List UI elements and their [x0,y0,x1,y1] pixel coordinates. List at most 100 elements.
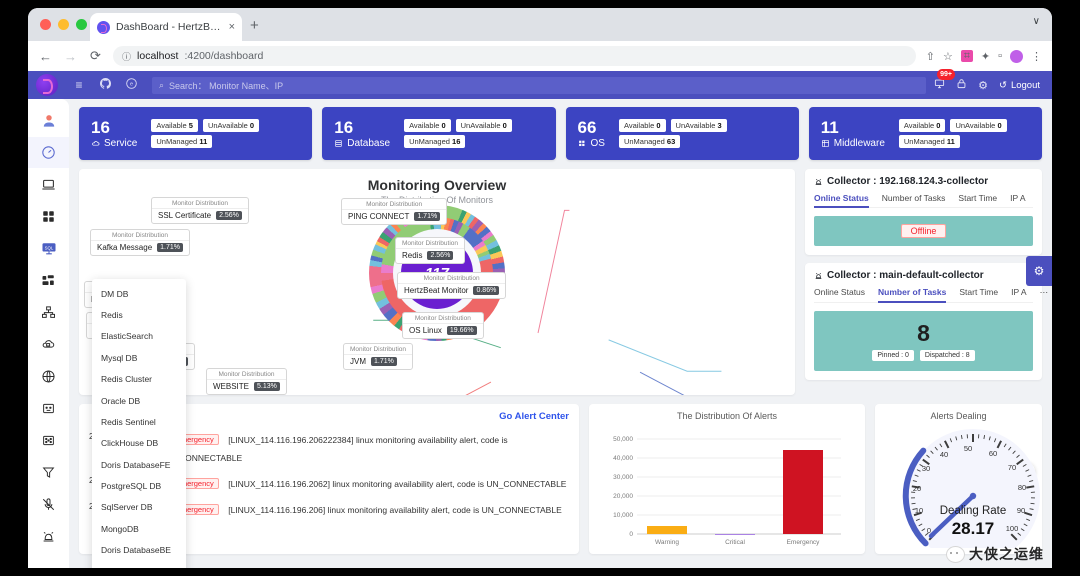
alerts-dealing-gauge[interactable]: Alerts Dealing ✦ 0 [875,404,1042,554]
close-icon[interactable]: × [228,21,235,33]
sidebar-item-monitor[interactable] [28,169,69,200]
go-alert-center-link[interactable]: Go Alert Center [499,411,569,422]
sidebar-item-silence[interactable] [28,489,69,520]
stat-card-database[interactable]: 16 Database Available 0 UnAvailable 0 Un… [322,107,556,160]
donut-label-jvm[interactable]: Monitor Distribution JVM 1.71% [343,343,413,370]
lock-icon[interactable] [956,78,967,92]
tab-start-time[interactable]: Start Time [959,287,999,297]
tab-online-status[interactable]: Online Status [814,193,869,208]
label-name: PING CONNECT [348,212,410,221]
tab-number-of-tasks[interactable]: Number of Tasks [881,193,946,203]
docs-icon[interactable]: e [118,78,144,92]
sidebar-item-os[interactable] [28,265,69,296]
alert-text: [LINUX_114.116.196.206] linux monitoring… [228,505,562,515]
alert-body: ♢ Emergency [LINUX_114.116.196.206222384… [162,430,571,466]
gauge-tick-70: 70 [1008,463,1016,472]
monitor-distribution-chart[interactable]: Monitoring Overview The Distribution Of … [79,169,795,395]
dropdown-item[interactable]: Mysql DB [101,352,138,363]
dropdown-item[interactable]: Redis [101,310,123,321]
sidebar-item-service[interactable] [28,201,69,232]
notification-bell-icon[interactable]: 99+ [934,69,955,92]
donut-label-website[interactable]: Monitor Distribution WEBSITE 5.13% [206,368,287,395]
maximize-window-button[interactable] [76,19,87,30]
sidebar-item-user[interactable] [28,105,69,136]
logout-button[interactable]: ↺ Logout [999,80,1040,91]
back-icon[interactable]: ← [39,48,52,64]
donut-label-kafka[interactable]: Monitor Distribution Kafka Message 1.71% [90,229,190,256]
settings-drawer-button[interactable]: ⚙ [1026,256,1052,286]
dropdown-item[interactable]: Doris DatabaseFE [101,459,171,470]
tab-number-of-tasks[interactable]: Number of Tasks [878,287,947,303]
dropdown-item[interactable]: Redis Cluster [101,374,153,385]
forward-icon[interactable]: → [64,48,77,64]
label-name: JVM [350,357,366,366]
close-window-button[interactable] [40,19,51,30]
stat-card-service[interactable]: 16 Service Available 5 UnAvailable 0 UnM… [79,107,313,160]
address-bar[interactable]: ⓘ localhost:4200/dashboard [113,46,916,66]
chevron-down-icon[interactable]: ∨ [1032,16,1040,27]
info-icon[interactable]: ⓘ [122,51,132,62]
tab-online-status[interactable]: Online Status [814,287,866,297]
browser-extensions: ⇧ ☆ ⌗ ✦ ▫ ⋮ [925,49,1042,63]
tab-ip-address[interactable]: IP A [1010,193,1026,203]
browser-tab[interactable]: DashBoard - HertzBeat × [90,13,242,41]
pill-available: Available 0 [404,119,451,132]
browser-menu-icon[interactable]: ⋮ [1031,50,1042,63]
sidebar-item-database[interactable]: SQL [28,233,69,264]
dropdown-item[interactable]: Redis Sentinel [101,416,156,427]
collector-card-1[interactable]: Collector : 192.168.124.3-collector Onli… [805,169,1042,255]
sidebar-item-alert-filter[interactable] [28,457,69,488]
dropdown-item[interactable]: OpenGauss DB [92,561,186,568]
profile-avatar[interactable] [1010,49,1023,63]
donut-label-oslinux[interactable]: Monitor Distribution OS Linux 19.66% [402,312,484,339]
donut-label-ssl[interactable]: Monitor Distribution SSL Certificate 2.56… [151,197,249,224]
window-traffic-lights[interactable] [40,19,87,30]
alert-distribution-chart[interactable]: The Distribution Of Alerts 50,000 40,000… [589,404,865,554]
screenshot-extension-icon[interactable]: ⌗ [960,50,973,62]
gauge-metric-label: Dealing Rate [940,505,1006,517]
sidebar-item-custom[interactable] [28,393,69,424]
donut-label-redis[interactable]: Monitor Distribution Redis 2.56% [395,237,465,264]
sidebar-item-middleware[interactable] [28,297,69,328]
menu-collapse-icon[interactable]: ≡ [75,78,83,92]
reload-icon[interactable]: ⟳ [90,48,101,63]
gauge-tick-10: 10 [915,506,923,515]
github-icon[interactable] [92,78,118,92]
collector-icon [815,178,822,185]
stat-card-middleware[interactable]: 11 Middleware Available 0 UnAvailable 0 … [808,107,1042,160]
dropdown-item[interactable]: ClickHouse DB [101,438,159,449]
collector-card-2[interactable]: Collector : main-default-collector Onlin… [805,263,1048,380]
database-type-dropdown[interactable]: DM DB Redis ElasticSearch Mysql DB Redis… [92,279,186,568]
new-tab-button[interactable]: + [250,17,259,34]
tabs-overflow-icon[interactable]: ⋯ [1039,287,1049,297]
share-icon[interactable]: ⇧ [925,50,935,63]
svg-text:SQL: SQL [44,245,53,250]
donut-label-ping[interactable]: Monitor Distribution PING CONNECT 1.71% [341,198,448,225]
puzzle-extensions-icon[interactable]: ✦ [980,50,991,63]
tab-ip-address[interactable]: IP A [1011,287,1027,297]
dropdown-item[interactable]: Oracle DB [101,395,141,406]
dropdown-item[interactable]: PostgreSQL DB [101,481,162,492]
donut-label-hertzbeat[interactable]: Monitor Distribution HertzBeat Monitor 0.… [397,272,507,299]
minimize-window-button[interactable] [58,19,69,30]
bookmark-star-icon[interactable]: ☆ [943,50,953,63]
bar-emergency [783,450,823,534]
dropdown-item[interactable]: SqlServer DB [101,502,153,513]
search-input[interactable]: ⌕ Search： Monitor Name、IP [152,76,927,94]
chart-title: The Distribution Of Alerts [676,411,778,421]
sidebar-item-bigdata[interactable] [28,425,69,456]
dropdown-item[interactable]: Doris DatabaseBE [101,545,171,556]
side-panel-icon[interactable]: ▫ [998,50,1002,62]
dropdown-item[interactable]: DM DB [101,288,129,299]
hertzbeat-logo-icon[interactable] [36,74,58,96]
gear-icon[interactable]: ⚙ [978,79,988,92]
sidebar-item-alarm[interactable] [28,521,69,552]
sidebar-item-dashboard[interactable] [28,137,69,168]
dropdown-item[interactable]: MongoDB [101,523,139,534]
tab-start-time[interactable]: Start Time [958,193,998,203]
label-head: Monitor Distribution [344,344,412,355]
sidebar-item-cloud-native[interactable] [28,329,69,360]
sidebar-item-network[interactable] [28,361,69,392]
stat-card-os[interactable]: 66 OS Available 0 UnAvailable 3 UnManage… [565,107,799,160]
dropdown-item[interactable]: ElasticSearch [101,331,153,342]
